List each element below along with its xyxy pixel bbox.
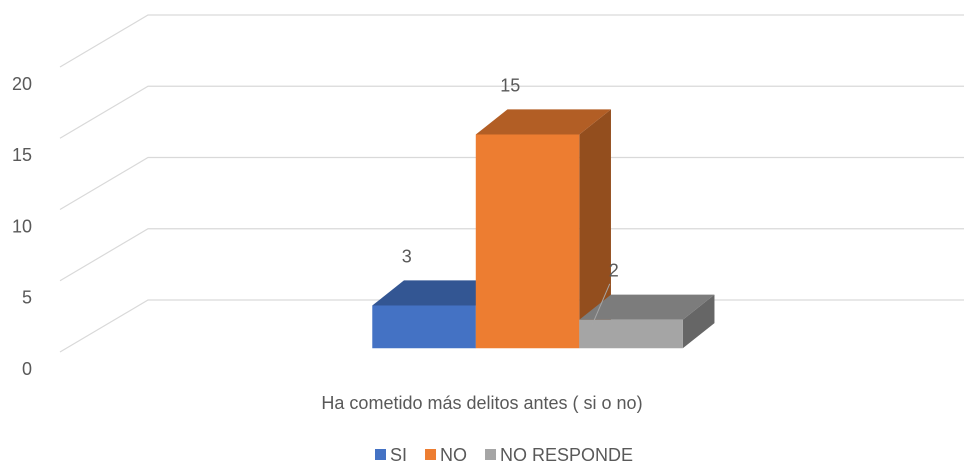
y-tick-label: 15: [12, 145, 32, 165]
bar: [372, 305, 476, 349]
y-tick-label: 0: [22, 359, 32, 379]
legend-label: NO: [440, 445, 467, 465]
y-tick-label: 20: [12, 74, 32, 94]
data-label: 15: [500, 75, 520, 95]
grid-line: [59, 228, 964, 282]
grid-line: [59, 14, 964, 68]
bar-top: [579, 294, 715, 320]
bar-top: [372, 280, 508, 306]
grid-line: [59, 85, 964, 139]
data-label: 2: [609, 261, 619, 281]
y-tick-label: 10: [12, 216, 32, 236]
bar: [475, 134, 580, 349]
legend-swatch: [375, 449, 386, 460]
bar-side: [682, 294, 715, 349]
legend-swatch: [485, 449, 497, 460]
x-axis-label: Ha cometido más delitos antes ( si o no): [321, 393, 642, 413]
legend-label: SI: [390, 445, 407, 465]
bar-side: [579, 109, 611, 349]
leader-line: [591, 283, 611, 326]
grid-line: [59, 156, 964, 211]
data-label: 3: [402, 246, 412, 266]
legend-swatch: [425, 449, 437, 460]
bar-top: [475, 109, 611, 135]
y-tick-label: 5: [22, 288, 32, 308]
legend-label: NO RESPONDE: [500, 445, 633, 465]
bar: [579, 319, 683, 349]
